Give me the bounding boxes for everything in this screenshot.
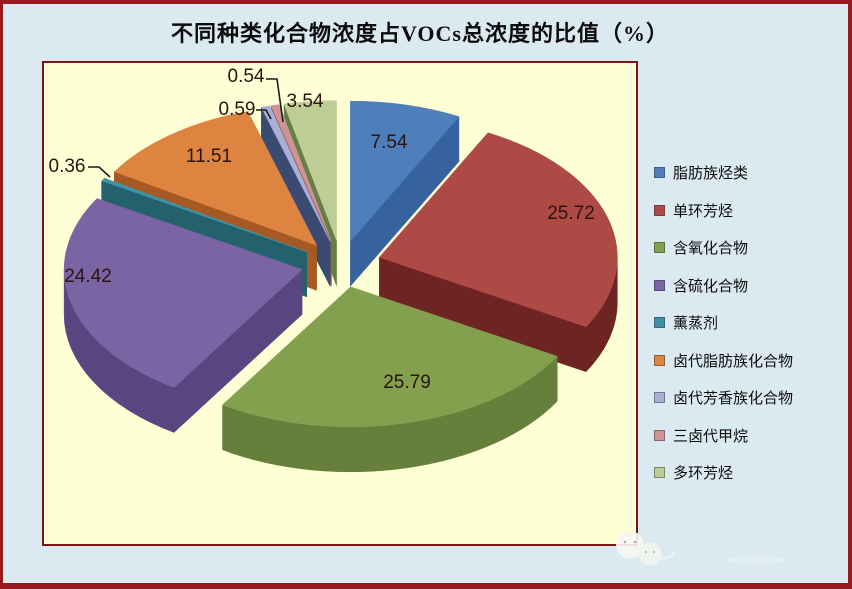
legend-swatch [654,467,665,479]
legend-item: 含氧化合物 [654,229,793,267]
pie-slice-2 [222,286,558,473]
legend-swatch [654,204,665,216]
pie-chart-canvas: 7.54 25.72 25.79 24.42 0.36 11.51 0.59 0.54 3.54 [49,66,618,473]
data-label: 25.79 [383,372,431,393]
legend-label: 多环芳烃 [673,465,734,483]
data-label: 11.51 [186,146,232,167]
data-label: 7.54 [371,132,408,153]
legend-item: 卤代芳香族化合物 [654,379,793,417]
legend-swatch [654,317,665,329]
legend-label: 薰蒸剂 [673,315,719,333]
legend-swatch [654,392,665,404]
legend-swatch [654,242,665,254]
legend-label: 脂肪族烃类 [673,165,749,183]
legend-label: 卤代脂肪族化合物 [673,352,794,370]
data-label: 0.54 [228,66,265,87]
legend-swatch [654,167,665,179]
watermark-clouds-icon [616,531,788,566]
legend-label: 卤代芳香族化合物 [673,390,794,408]
legend-item: 多环芳烃 [654,454,793,492]
legend-item: 薰蒸剂 [654,304,793,342]
leader-line [266,78,284,123]
pie-slice-3 [63,198,303,434]
legend-swatch [654,279,665,291]
legend-item: 脂肪族烃类 [654,154,793,192]
data-label: 0.36 [49,156,86,177]
legend-item: 三卤代甲烷 [654,417,793,455]
pie-slice-0 [350,100,460,287]
legend-item: 单环芳烃 [654,192,793,230]
legend: 脂肪族烃类单环芳烃含氧化合物含硫化合物薰蒸剂卤代脂肪族化合物 卤代芳香族化合物 三卤… [654,154,793,492]
legend-label: 含硫化合物 [673,277,749,295]
data-label: 24.42 [64,266,112,287]
legend-item: 卤代脂肪族化合物 [654,342,793,380]
leader-line [256,109,272,120]
data-label: 0.59 [219,99,256,120]
legend-swatch [654,354,665,366]
chart-title: 不同种类化合物浓度占VOCs总浓度的比值（%） [170,21,669,46]
leader-line [88,166,111,178]
legend-item: 含硫化合物 [654,267,793,305]
legend-label: 三卤代甲烷 [673,427,749,445]
data-label: 25.72 [547,203,595,224]
legend-label: 含氧化合物 [673,240,749,258]
pie-slice-1 [378,132,618,373]
data-label: 3.54 [287,91,324,112]
legend-swatch [654,429,665,441]
legend-label: 单环芳烃 [673,202,734,220]
